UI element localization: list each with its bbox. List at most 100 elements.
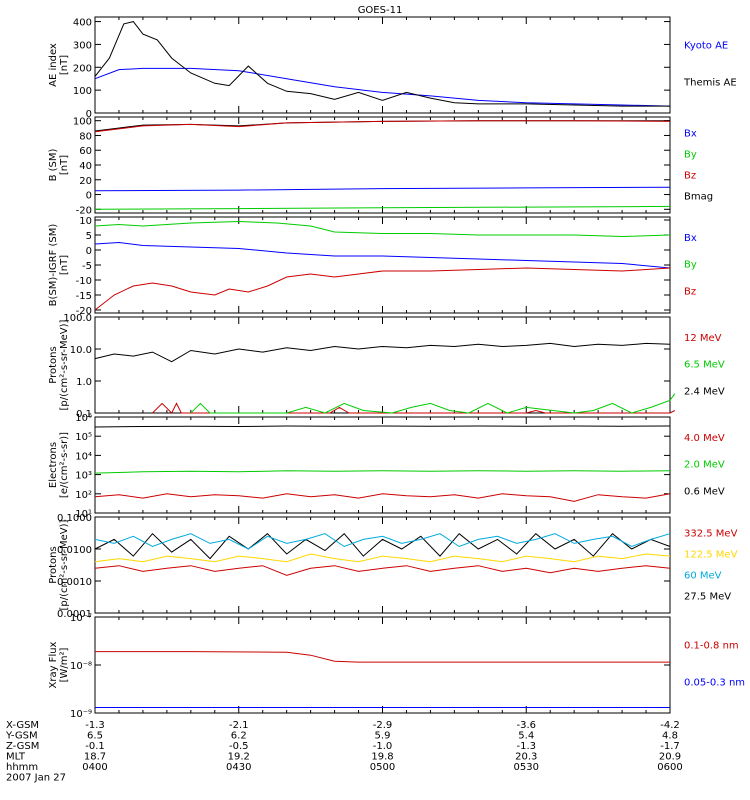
series-line-2-4-mev [94, 342, 671, 363]
y-tick-label: 400 [73, 18, 92, 29]
series-line-0-6-mev [94, 425, 671, 428]
series-line-bx [94, 241, 671, 269]
y-tick-label: 10⁴ [75, 451, 92, 462]
series-line-bx [94, 186, 671, 192]
ephemeris-value: 0400 [82, 762, 107, 773]
y-tick-label: -20 [76, 205, 92, 216]
legend-item: 0.1-0.8 nm [684, 641, 739, 652]
legend-item: Bmag [684, 191, 713, 202]
y-tick-label: 10¹ [75, 509, 92, 520]
ephemeris-date: 2007 Jan 27 [6, 773, 66, 784]
panel-protons1: 0.1 1.0 10.0 100.0 Protons [p/(cm²-s-sr-MeV)]… [48, 313, 725, 420]
y-axis-label: Xray Flux [48, 641, 59, 688]
y-axis-label: AE index [48, 43, 59, 87]
y-tick-label: 10³ [75, 471, 92, 482]
ephemeris-value: 19.2 [228, 752, 250, 763]
series-line-0-1-0-8-nm [95, 651, 670, 663]
legend-item: 0.6 MeV [684, 486, 725, 497]
series-line-12-mev [152, 402, 676, 414]
ephemeris-row-label: Z-GSM [6, 741, 39, 752]
series-line-2-0-mev [94, 470, 671, 474]
y-tick-label: 1.0 [76, 377, 92, 388]
panel-protons2: 0.0001 0.0010 0.0100 0.1000 Protons [p/(cm²-s… [48, 513, 738, 620]
panel-bsmigrf: -20 -15 -10 -5 0 5 10 B(SM)-IGRF (SM) [nT] Bx By Bz [48, 216, 697, 317]
legend-item: Bz [684, 170, 696, 181]
panel-xray: 10⁻⁹ 10⁻⁸ 10⁻⁷ Xray Flux [W/m²] 0.1-0.8 nm 0.0… [48, 613, 745, 720]
y-tick-label: 20 [79, 176, 92, 187]
ephemeris-row-label: Y-GSM [5, 731, 38, 742]
series-line-bz [94, 120, 671, 133]
y-tick-label: 200 [73, 63, 92, 74]
y-tick-label: 10² [75, 490, 92, 501]
ephemeris-value: -1.0 [373, 741, 393, 752]
y-tick-label: 0.0010 [57, 577, 92, 588]
ephemeris-value: 4.8 [662, 731, 678, 742]
y-axis-label: [nT] [59, 255, 70, 275]
ephemeris-value: 5.4 [518, 731, 534, 742]
ephemeris-table: X-GSM -1.3 -2.1 -2.9 -3.6 -4.2 Y-GSM 6.5 6.2 5.9 5… [5, 720, 683, 784]
ephemeris-value: -0.5 [229, 741, 249, 752]
y-tick-label: 80 [79, 131, 92, 142]
ephemeris-value: -2.9 [373, 720, 393, 731]
y-tick-label: 10⁵ [75, 432, 92, 443]
ephemeris-value: 18.7 [84, 752, 106, 763]
ephemeris-row-label: X-GSM [6, 720, 39, 731]
series-line-6-5-mev [190, 393, 676, 414]
y-tick-label: 5 [86, 231, 92, 242]
y-tick-label: -20 [76, 306, 92, 317]
ephemeris-value: 0530 [514, 762, 539, 773]
y-axis-label: Electrons [48, 442, 59, 488]
ephemeris-value: 0430 [226, 762, 251, 773]
series-line-4-0-mev [94, 493, 671, 502]
legend-item: 6.5 MeV [684, 360, 725, 371]
panel-frame [94, 216, 671, 314]
y-axis-label: [e/(cm²-s-sr)] [59, 432, 70, 498]
ephemeris-value: -1.7 [660, 741, 680, 752]
series-line-27-5-mev [94, 532, 671, 560]
ephemeris-value: -1.3 [516, 741, 536, 752]
legend-item: Themis AE [683, 78, 737, 89]
y-axis-label: Protons [48, 546, 59, 583]
series-line-122-5-mev [94, 553, 671, 563]
panel-frame [94, 316, 671, 414]
legend-item: 60 MeV [684, 570, 722, 581]
ephemeris-value: -2.1 [229, 720, 249, 731]
y-tick-label: 100 [73, 86, 92, 97]
ephemeris-value: 19.8 [371, 752, 393, 763]
series-line-bz [94, 267, 671, 311]
ephemeris-value: 5.9 [375, 731, 391, 742]
y-tick-label: -5 [82, 261, 92, 272]
y-axis-label: [p/(cm²-s-sr-MeV)] [59, 319, 70, 410]
panel-frame [94, 616, 671, 714]
ephemeris-value: -0.1 [85, 741, 105, 752]
y-tick-label: 60 [79, 146, 92, 157]
y-tick-label: 300 [73, 40, 92, 51]
series-line-332-5-mev [94, 565, 671, 576]
legend-item: 0.05-0.3 nm [684, 678, 745, 689]
legend-item: By [684, 150, 697, 161]
y-axis-label: [W/m²] [59, 647, 70, 682]
y-tick-label: 0 [86, 191, 92, 202]
legend-item: By [684, 260, 697, 271]
y-axis-label: B(SM)-IGRF (SM) [48, 224, 59, 307]
y-tick-label: 0.1000 [57, 513, 92, 524]
ephemeris-value: 20.3 [515, 752, 537, 763]
ephemeris-value: -1.3 [85, 720, 105, 731]
legend-item: 122.5 MeV [684, 550, 738, 561]
y-axis-label: [nT] [59, 55, 70, 75]
legend-item: Bx [684, 233, 697, 244]
legend-item: 2.0 MeV [684, 460, 725, 471]
y-axis-label: Protons [48, 346, 59, 383]
panel-frame [94, 516, 671, 614]
ephemeris-value: 0500 [370, 762, 395, 773]
y-tick-label: 0 [86, 246, 92, 257]
y-tick-label: 10.0 [70, 345, 92, 356]
y-tick-label: 10⁻⁷ [70, 613, 92, 624]
panel-electrons: 10¹ 10² 10³ 10⁴ 10⁵ 10⁶ Electrons [e/(cm²-s-sr)… [48, 413, 725, 520]
series-line-themis-ae [94, 21, 670, 107]
figure-title: GOES-11 [358, 5, 403, 16]
legend-item: Bz [684, 286, 696, 297]
y-tick-label: 10⁻⁸ [70, 661, 92, 672]
